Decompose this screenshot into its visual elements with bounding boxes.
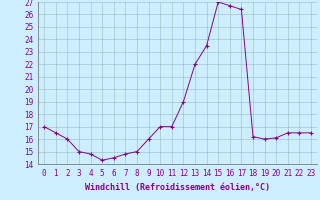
X-axis label: Windchill (Refroidissement éolien,°C): Windchill (Refroidissement éolien,°C) (85, 183, 270, 192)
